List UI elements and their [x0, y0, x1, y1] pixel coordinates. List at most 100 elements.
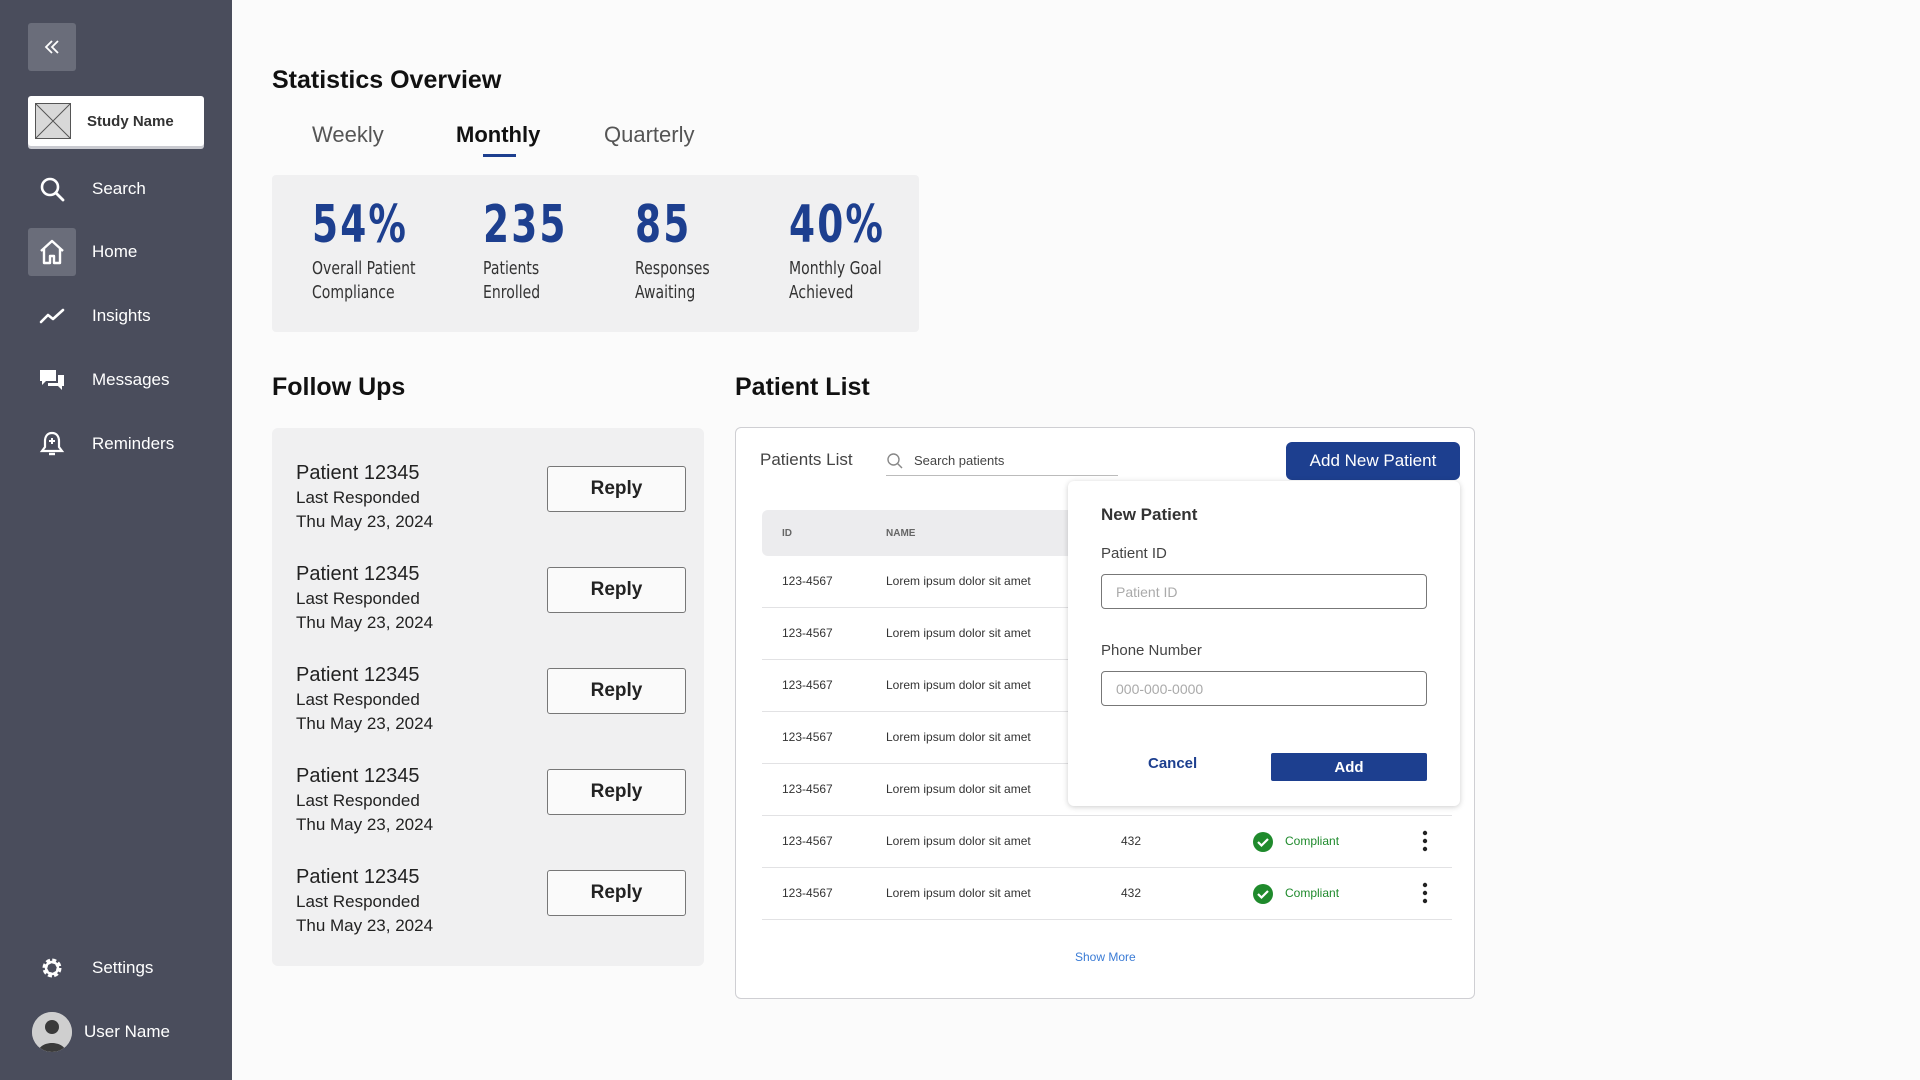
bell-icon [28, 420, 76, 468]
follow-ups-title: Follow Ups [272, 373, 406, 401]
cell-name: Lorem ipsum dolor sit amet [886, 626, 1031, 640]
gear-icon [28, 944, 76, 992]
cell-name: Lorem ipsum dolor sit amet [886, 782, 1031, 796]
search-input[interactable] [914, 453, 1104, 468]
sidebar-item-label: Insights [92, 306, 151, 325]
cell-name: Lorem ipsum dolor sit amet [886, 886, 1031, 900]
cell-number: 432 [1121, 886, 1142, 900]
add-new-patient-button[interactable]: Add New Patient [1286, 442, 1460, 480]
stat-card: 85 Responses Awaiting [635, 195, 805, 305]
follow-up-item: Patient 12345 Last Responded Thu May 23,… [296, 460, 686, 550]
sidebar-item-home[interactable]: Home [28, 228, 218, 276]
more-options-icon[interactable] [1417, 880, 1433, 906]
sidebar-item-insights[interactable]: Insights [28, 292, 218, 340]
search-icon [28, 165, 76, 213]
column-header-id[interactable]: ID [782, 528, 792, 539]
check-circle-icon [1253, 884, 1273, 904]
cell-number: 432 [1121, 834, 1142, 848]
sidebar-item-settings[interactable]: Settings [28, 944, 218, 992]
cell-id: 123-4567 [782, 730, 833, 744]
last-responded-label: Last Responded [296, 791, 420, 810]
double-chevron-left-icon [44, 40, 59, 54]
popover-title: New Patient [1101, 505, 1198, 524]
cell-id: 123-4567 [782, 574, 833, 588]
patient-list-title: Patient List [735, 373, 870, 401]
study-selector[interactable]: Study Name [28, 96, 204, 146]
settings-label: Settings [92, 958, 154, 977]
cell-name: Lorem ipsum dolor sit amet [886, 834, 1031, 848]
column-header-name[interactable]: NAME [886, 528, 916, 539]
phone-number-label: Phone Number [1101, 642, 1202, 659]
patient-id-field[interactable] [1101, 574, 1427, 609]
last-responded-label: Last Responded [296, 589, 420, 608]
patient-name: Patient 12345 [296, 664, 420, 686]
table-row[interactable]: 123-4567 Lorem ipsum dolor sit amet 432 … [762, 816, 1452, 868]
follow-up-item: Patient 12345 Last Responded Thu May 23,… [296, 662, 686, 752]
reply-button[interactable]: Reply [547, 668, 686, 714]
tab-weekly[interactable]: Weekly [312, 122, 384, 147]
reply-button[interactable]: Reply [547, 870, 686, 916]
reply-button[interactable]: Reply [547, 567, 686, 613]
sidebar-item-search[interactable]: Search [28, 165, 218, 213]
patient-name: Patient 12345 [296, 765, 420, 787]
sidebar-item-label: Reminders [92, 434, 175, 453]
search-icon [887, 452, 903, 468]
status-badge: Compliant [1285, 834, 1340, 848]
tab-quarterly[interactable]: Quarterly [604, 122, 695, 147]
stat-label: Monthly Goal Achieved [789, 258, 882, 303]
stat-card: 40% Monthly Goal Achieved [789, 195, 959, 305]
study-name: Study Name [87, 112, 174, 130]
patient-name: Patient 12345 [296, 462, 420, 484]
add-button[interactable]: Add [1271, 753, 1427, 781]
stat-card: 54% Overall Patient Compliance [312, 195, 482, 305]
stat-value: 85 [635, 195, 692, 255]
stat-label: Overall Patient Compliance [312, 258, 416, 303]
trend-line-icon [28, 292, 76, 340]
last-responded-date: Thu May 23, 2024 [296, 916, 434, 935]
status-badge: Compliant [1285, 886, 1340, 900]
more-options-icon[interactable] [1417, 828, 1433, 854]
patient-search [886, 446, 1118, 476]
stat-card: 235 Patients Enrolled [483, 195, 653, 305]
sidebar: Study Name Search Home Insights Messages… [0, 0, 232, 1080]
cell-id: 123-4567 [782, 678, 833, 692]
collapse-sidebar-button[interactable] [28, 23, 76, 71]
user-profile[interactable]: User Name [28, 1008, 218, 1056]
patient-name: Patient 12345 [296, 563, 420, 585]
sidebar-item-label: Search [92, 179, 146, 198]
last-responded-date: Thu May 23, 2024 [296, 815, 434, 834]
table-row[interactable]: 123-4567 Lorem ipsum dolor sit amet [762, 764, 1452, 816]
follow-up-item: Patient 12345 Last Responded Thu May 23,… [296, 763, 686, 853]
patients-list-label: Patients List [760, 450, 853, 469]
sidebar-item-reminders[interactable]: Reminders [28, 420, 218, 468]
sidebar-item-label: Home [92, 242, 138, 261]
stat-value: 235 [483, 195, 568, 255]
study-image-placeholder [35, 103, 71, 139]
cell-name: Lorem ipsum dolor sit amet [886, 730, 1031, 744]
last-responded-label: Last Responded [296, 488, 420, 507]
follow-ups-panel: Patient 12345 Last Responded Thu May 23,… [272, 428, 704, 966]
last-responded-label: Last Responded [296, 892, 420, 911]
table-row[interactable]: 123-4567 Lorem ipsum dolor sit amet 432 … [762, 868, 1452, 920]
sidebar-item-label: Messages [92, 370, 170, 389]
cancel-button[interactable]: Cancel [1148, 755, 1198, 772]
cell-name: Lorem ipsum dolor sit amet [886, 678, 1031, 692]
cell-id: 123-4567 [782, 834, 833, 848]
phone-number-field[interactable] [1101, 671, 1427, 706]
user-name: User Name [84, 1022, 170, 1041]
active-tab-indicator [483, 154, 516, 157]
last-responded-date: Thu May 23, 2024 [296, 714, 434, 733]
show-more-link[interactable]: Show More [1075, 950, 1136, 964]
tab-monthly[interactable]: Monthly [456, 122, 541, 147]
check-circle-icon [1253, 832, 1273, 852]
reply-button[interactable]: Reply [547, 466, 686, 512]
last-responded-label: Last Responded [296, 690, 420, 709]
cell-name: Lorem ipsum dolor sit amet [886, 574, 1031, 588]
reply-button[interactable]: Reply [547, 769, 686, 815]
sidebar-item-messages[interactable]: Messages [28, 356, 218, 404]
follow-up-item: Patient 12345 Last Responded Thu May 23,… [296, 561, 686, 651]
stat-label: Responses Awaiting [635, 258, 710, 303]
cell-id: 123-4567 [782, 886, 833, 900]
new-patient-popover: New Patient Patient ID Phone Number Canc… [1068, 481, 1460, 806]
last-responded-date: Thu May 23, 2024 [296, 512, 434, 531]
